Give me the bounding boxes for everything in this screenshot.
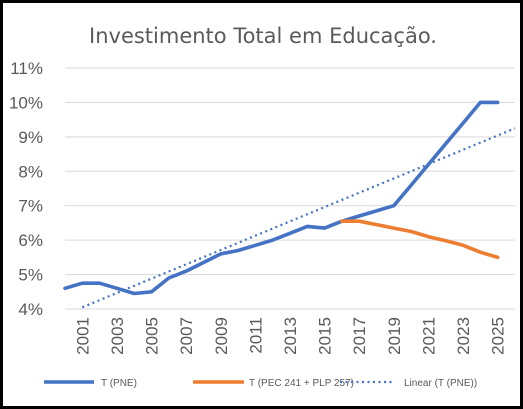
x-tick-label: 2009 [212,317,231,355]
series-layer [63,100,516,309]
series-line-0 [63,100,500,296]
series-line-2 [81,127,516,309]
chart-title: Investimento Total em Educação. [89,24,437,48]
y-axis-ticks: 4% 5% 6% 7% 8% 9% 10% 11% [9,59,43,319]
y-tick-label: 5% [18,266,43,285]
y-tick-label: 6% [18,231,43,250]
legend-label-1: T (PEC 241 + PLP 257) [249,378,354,389]
x-tick-label: 2005 [143,317,162,355]
legend: T (PNE) T (PEC 241 + PLP 257) Linear (T (P… [44,378,477,389]
y-tick-label: 8% [18,162,43,181]
x-axis-ticks: 2001 2003 2005 2007 2009 2011 2013 2015 2017 2019… [73,317,507,355]
legend-label-0: T (PNE) [101,378,137,389]
x-tick-label: 2023 [454,317,473,355]
x-tick-label: 2025 [489,317,508,355]
x-tick-label: 2007 [177,317,196,355]
y-tick-label: 11% [10,59,43,78]
x-tick-label: 2015 [316,317,335,355]
x-tick-label: 2011 [246,317,265,354]
x-tick-label: 2001 [73,317,92,355]
y-tick-label: 9% [18,128,43,147]
y-tick-label: 7% [18,197,43,216]
x-tick-label: 2021 [419,317,438,355]
y-tick-label: 10% [9,93,43,112]
series-line-1 [340,219,500,260]
legend-label-2: Linear (T (PNE)) [404,378,477,389]
x-tick-label: 2019 [385,317,404,355]
x-tick-label: 2013 [281,317,300,355]
y-tick-label: 4% [18,300,43,319]
x-tick-label: 2017 [350,317,369,355]
x-tick-label: 2003 [108,317,127,355]
gridlines [65,67,515,310]
